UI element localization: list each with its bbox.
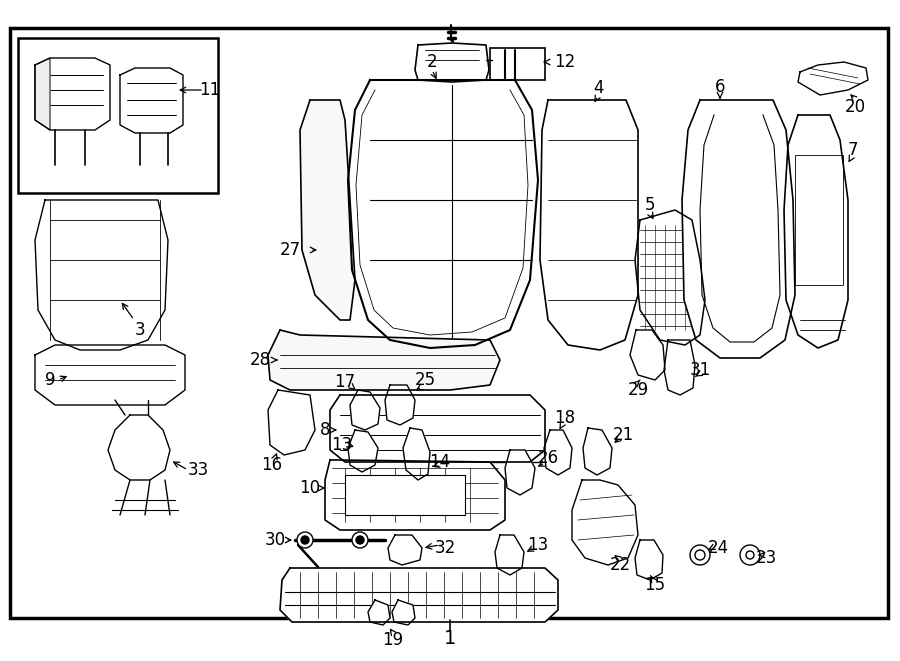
Polygon shape: [35, 58, 110, 130]
Bar: [795, 155, 843, 285]
Circle shape: [690, 545, 710, 565]
Text: 2: 2: [427, 53, 437, 71]
Text: 15: 15: [644, 576, 666, 594]
Polygon shape: [583, 428, 612, 475]
Polygon shape: [392, 600, 415, 625]
Bar: [18, 38, 218, 193]
Polygon shape: [108, 415, 170, 480]
Bar: [490, 48, 545, 80]
Polygon shape: [388, 535, 422, 565]
Polygon shape: [505, 450, 535, 495]
Polygon shape: [325, 460, 505, 530]
Text: 1: 1: [444, 629, 456, 648]
Text: 11: 11: [200, 81, 220, 99]
Polygon shape: [35, 200, 168, 350]
Text: 14: 14: [429, 453, 451, 471]
Polygon shape: [300, 100, 355, 320]
Polygon shape: [784, 115, 848, 348]
Text: 16: 16: [261, 456, 283, 474]
Polygon shape: [120, 68, 183, 133]
Polygon shape: [544, 430, 572, 475]
Polygon shape: [635, 540, 663, 580]
Text: 27: 27: [279, 241, 301, 259]
Text: 10: 10: [300, 479, 320, 497]
Polygon shape: [385, 385, 415, 425]
Text: 13: 13: [527, 536, 549, 554]
Text: 21: 21: [612, 426, 634, 444]
Text: 30: 30: [265, 531, 285, 549]
Text: 19: 19: [382, 631, 403, 649]
Text: 22: 22: [609, 556, 631, 574]
Polygon shape: [415, 43, 489, 82]
Text: 33: 33: [187, 461, 209, 479]
Text: 13: 13: [331, 436, 353, 454]
Circle shape: [740, 545, 760, 565]
Polygon shape: [572, 480, 638, 565]
Text: 26: 26: [537, 449, 559, 467]
Polygon shape: [630, 330, 665, 380]
Polygon shape: [350, 390, 380, 430]
Circle shape: [352, 532, 368, 548]
Circle shape: [746, 551, 754, 559]
Circle shape: [301, 536, 309, 544]
Text: 3: 3: [135, 321, 145, 339]
Circle shape: [297, 532, 313, 548]
Text: 24: 24: [707, 539, 729, 557]
Polygon shape: [348, 430, 378, 472]
Polygon shape: [664, 340, 695, 395]
Text: 9: 9: [45, 371, 55, 389]
Polygon shape: [268, 390, 315, 455]
Polygon shape: [635, 210, 705, 345]
Bar: [345, 475, 465, 515]
Polygon shape: [540, 100, 638, 350]
Text: 28: 28: [249, 351, 271, 369]
Polygon shape: [348, 80, 538, 348]
Polygon shape: [495, 535, 524, 575]
Bar: [10, 28, 888, 618]
Text: 32: 32: [435, 539, 455, 557]
Polygon shape: [368, 600, 390, 625]
Text: 25: 25: [414, 371, 436, 389]
Polygon shape: [330, 395, 545, 462]
Polygon shape: [798, 62, 868, 95]
Text: 29: 29: [627, 381, 649, 399]
Text: 6: 6: [715, 78, 725, 96]
Text: 5: 5: [644, 196, 655, 214]
Polygon shape: [35, 58, 50, 130]
Text: 17: 17: [335, 373, 356, 391]
Text: 23: 23: [755, 549, 777, 567]
Circle shape: [356, 536, 364, 544]
Polygon shape: [35, 345, 185, 405]
Text: 31: 31: [689, 361, 711, 379]
Polygon shape: [280, 568, 558, 622]
Circle shape: [695, 550, 705, 560]
Polygon shape: [268, 330, 500, 390]
Text: 18: 18: [554, 409, 576, 427]
Text: 20: 20: [844, 98, 866, 116]
Text: 4: 4: [593, 79, 603, 97]
Polygon shape: [403, 428, 430, 480]
Polygon shape: [682, 100, 795, 358]
Text: 12: 12: [554, 53, 576, 71]
Text: 7: 7: [848, 141, 859, 159]
Text: 8: 8: [320, 421, 330, 439]
